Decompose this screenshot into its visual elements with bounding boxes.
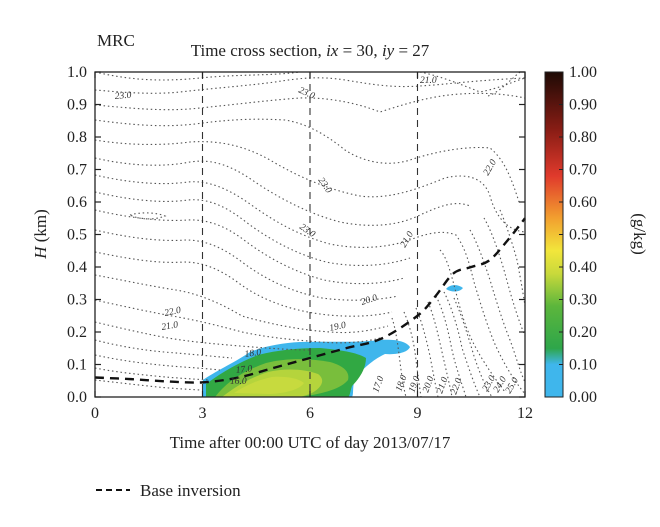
contour-label: 18.0: [244, 348, 262, 360]
contour-label: 17.0: [235, 364, 253, 376]
x-tick-label: 6: [306, 405, 314, 422]
colorbar-tick-label: 0.40: [569, 259, 597, 276]
colorbar-tick-label: 0.50: [569, 227, 597, 244]
x-tick-label: 0: [91, 405, 99, 422]
colorbar-tick-label: 0.30: [569, 292, 597, 309]
colorbar-tick-label: 0.10: [569, 357, 597, 374]
colorbar-tick-label: 1.00: [569, 64, 597, 81]
legend-label-base-inversion: Base inversion: [140, 481, 241, 500]
x-axis-label: Time after 00:00 UTC of day 2013/07/17: [170, 433, 451, 452]
panel-label: MRC: [97, 31, 135, 50]
contour-label: 22.0: [164, 306, 183, 319]
contour-label: 23.0: [297, 222, 317, 240]
x-tick-label: 12: [517, 405, 533, 422]
contour-label: 20.0: [360, 293, 379, 308]
colorbar-tick-label: 0.60: [569, 194, 597, 211]
cloud-field-blue-patch: [446, 285, 463, 292]
colorbar-tick-label: 0.00: [569, 389, 597, 406]
y-tick-label: 0.3: [67, 292, 87, 309]
colorbar-label: (g/kg): [630, 213, 649, 255]
y-tick-label: 0.8: [67, 129, 87, 146]
y-axis-label: H (km): [31, 209, 50, 260]
cloud-field-core: [234, 376, 304, 394]
y-tick-label: 0.7: [67, 162, 87, 179]
cloud-field: [203, 285, 463, 397]
colorbar-tick-label: 0.80: [569, 129, 597, 146]
colorbar-tick-label: 0.70: [569, 162, 597, 179]
colorbar-tick-label: 0.20: [569, 324, 597, 341]
x-axis: 0 3 6 9 12: [91, 72, 533, 422]
contour-lines: [95, 72, 525, 397]
y-axis: 0.0 0.1 0.2 0.3 0.4 0.5 0.6 0.7 0.8 0.9 1.0: [67, 64, 525, 406]
y-tick-label: 1.0: [67, 64, 87, 81]
y-tick-label: 0.4: [67, 259, 87, 276]
x-tick-label: 3: [199, 405, 207, 422]
contour-label: 19.0: [329, 321, 348, 334]
y-tick-label: 0.0: [67, 389, 87, 406]
contour-label: 16.0: [230, 377, 247, 387]
y-tick-label: 0.2: [67, 324, 87, 341]
colorbar-ticks: 0.00 0.10 0.20 0.30 0.40 0.50 0.60 0.70 0.80 0.90…: [559, 64, 597, 406]
contour-label: 21.0: [399, 230, 416, 250]
y-tick-label: 0.1: [67, 357, 87, 374]
contour-label: 23.0: [114, 91, 132, 102]
vertical-reference-lines: [201, 72, 419, 397]
contour-label: 22.0: [482, 158, 499, 178]
chart-title: Time cross section, ix = 30, iy = 27: [191, 41, 430, 60]
contour-label: 23.0: [316, 176, 334, 196]
contour-label: 17.0: [371, 375, 386, 394]
y-tick-label: 0.6: [67, 194, 87, 211]
contour-label: 21.0: [161, 320, 179, 333]
x-tick-label: 9: [414, 405, 422, 422]
contour-label: 21.0: [420, 76, 437, 86]
contour-label: 21.0: [435, 376, 450, 395]
y-tick-label: 0.9: [67, 97, 87, 114]
contour-label: 20.0: [421, 375, 436, 394]
contour-label: 23.0: [297, 86, 317, 102]
contour-label: 22.0: [449, 377, 464, 396]
base-inversion-line: [94, 217, 526, 384]
colorbar-tick-label: 0.90: [569, 97, 597, 114]
y-tick-label: 0.5: [67, 227, 87, 244]
